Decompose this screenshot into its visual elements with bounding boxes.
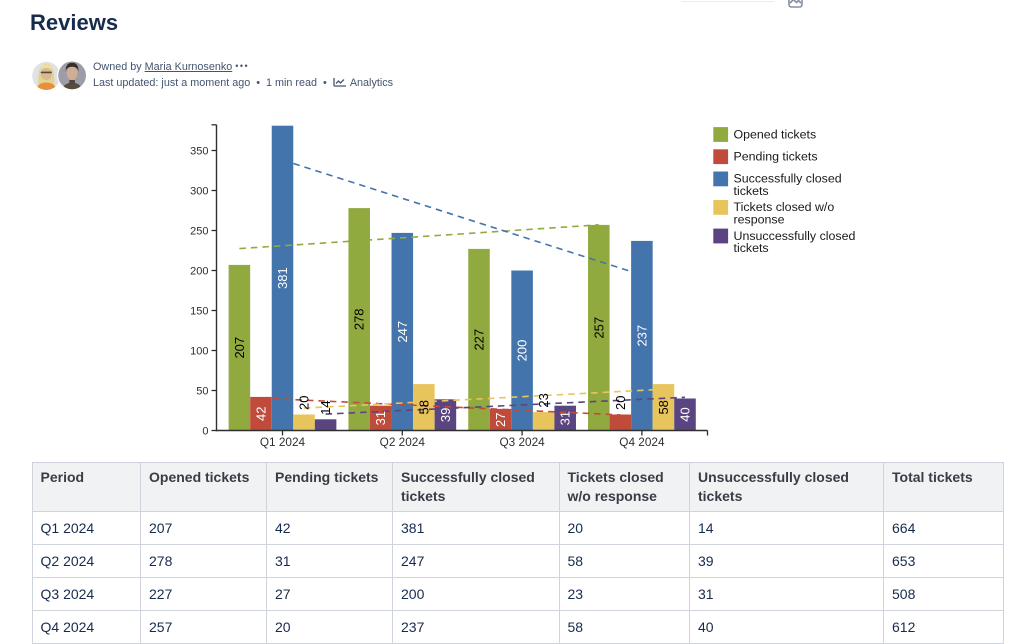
svg-text:23: 23	[536, 393, 551, 407]
svg-text:27: 27	[493, 412, 508, 426]
svg-text:Opened tickets: Opened tickets	[734, 127, 817, 141]
svg-text:50: 50	[196, 385, 208, 397]
svg-text:response: response	[734, 213, 785, 227]
svg-text:381: 381	[275, 267, 290, 289]
svg-text:250: 250	[190, 225, 208, 237]
svg-text:Tickets closed w/o: Tickets closed w/o	[734, 200, 835, 214]
svg-text:Q2 2024: Q2 2024	[380, 435, 426, 449]
svg-text:300: 300	[190, 185, 208, 197]
svg-text:Q1 2024: Q1 2024	[260, 435, 306, 449]
svg-text:227: 227	[472, 329, 487, 351]
svg-text:Successfully closed: Successfully closed	[734, 172, 842, 186]
svg-text:257: 257	[591, 317, 606, 339]
svg-text:100: 100	[190, 345, 208, 357]
svg-text:Q4 2024: Q4 2024	[619, 435, 665, 449]
svg-text:42: 42	[253, 406, 268, 420]
svg-text:0: 0	[202, 425, 208, 437]
svg-text:31: 31	[373, 411, 388, 425]
svg-text:200: 200	[515, 340, 530, 362]
svg-text:58: 58	[416, 400, 431, 414]
svg-text:150: 150	[190, 305, 208, 317]
svg-text:14: 14	[318, 400, 333, 414]
svg-text:350: 350	[190, 145, 208, 157]
svg-text:39: 39	[438, 408, 453, 422]
svg-text:Pending tickets: Pending tickets	[734, 150, 818, 164]
svg-text:20: 20	[613, 396, 628, 410]
svg-text:58: 58	[656, 400, 671, 414]
svg-text:207: 207	[232, 337, 247, 359]
svg-text:40: 40	[678, 407, 693, 421]
svg-text:tickets: tickets	[734, 184, 769, 198]
svg-text:tickets: tickets	[734, 241, 769, 255]
svg-text:Unsuccessfully closed: Unsuccessfully closed	[734, 229, 856, 243]
svg-text:20: 20	[297, 396, 312, 410]
svg-text:31: 31	[558, 411, 573, 425]
svg-text:Q3 2024: Q3 2024	[499, 435, 545, 449]
svg-text:247: 247	[395, 321, 410, 343]
svg-text:278: 278	[352, 308, 367, 330]
svg-text:237: 237	[634, 325, 649, 347]
svg-text:200: 200	[190, 265, 208, 277]
